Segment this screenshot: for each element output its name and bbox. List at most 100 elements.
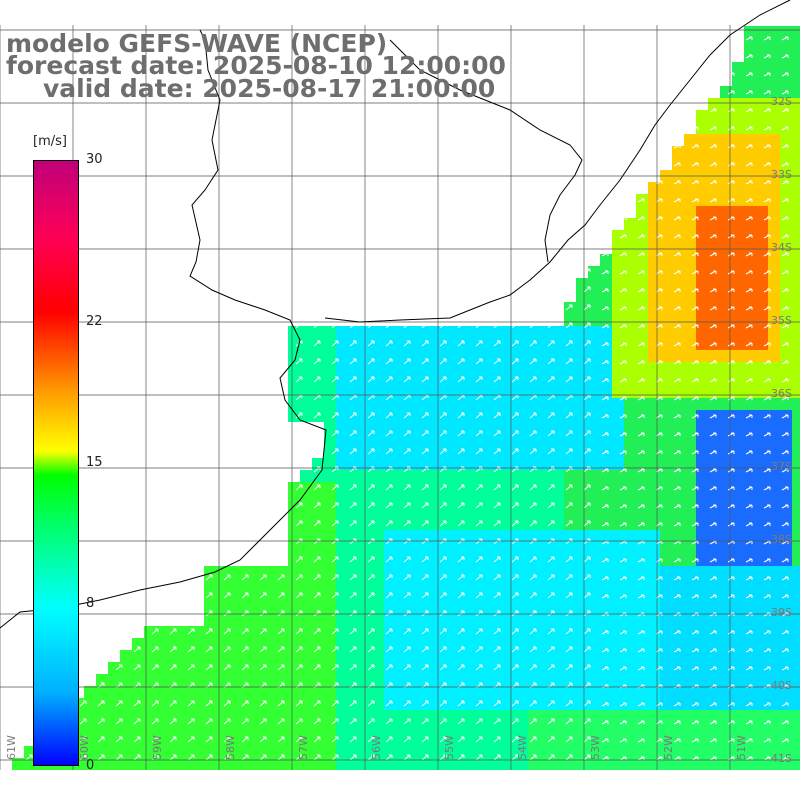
wind-cell <box>516 758 528 770</box>
wind-cell <box>732 62 744 74</box>
wind-cell <box>360 554 372 566</box>
wind-cell <box>768 194 780 206</box>
wind-arrow <box>691 756 699 761</box>
wind-arrow <box>385 376 393 383</box>
wind-cell <box>660 398 672 410</box>
wind-arrow <box>763 612 771 617</box>
wind-cell <box>492 758 504 770</box>
wind-cell <box>336 626 348 638</box>
wind-cell <box>684 638 696 650</box>
wind-arrow <box>727 558 735 563</box>
wind-cell <box>696 602 708 614</box>
wind-cell <box>720 110 732 122</box>
wind-cell <box>372 350 384 362</box>
wind-cell <box>720 530 732 542</box>
wind-cell <box>756 74 768 86</box>
wind-arrow <box>763 108 771 113</box>
wind-cell <box>360 614 372 626</box>
wind-arrow <box>727 198 735 203</box>
wind-cell <box>672 602 684 614</box>
wind-cell <box>312 602 324 614</box>
wind-arrow <box>619 612 627 617</box>
wind-arrow <box>619 738 627 743</box>
wind-cell <box>672 650 684 662</box>
wind-cell <box>768 710 780 722</box>
wind-arrow <box>205 664 213 671</box>
wind-cell <box>792 722 800 734</box>
wind-cell <box>420 422 432 434</box>
wind-cell <box>420 362 432 374</box>
wind-cell <box>264 650 276 662</box>
wind-arrow <box>583 700 591 707</box>
wind-cell <box>576 350 588 362</box>
wind-cell <box>720 374 732 386</box>
wind-cell <box>636 722 648 734</box>
wind-cell <box>588 482 600 494</box>
wind-cell <box>516 422 528 434</box>
wind-cell <box>672 686 684 698</box>
wind-cell <box>156 734 168 746</box>
wind-cell <box>588 314 600 326</box>
wind-arrow <box>151 754 159 761</box>
wind-cell <box>768 350 780 362</box>
wind-arrow <box>781 324 789 329</box>
wind-cell <box>264 578 276 590</box>
wind-cell <box>744 458 756 470</box>
wind-cell <box>756 566 768 578</box>
wind-arrow <box>763 198 771 203</box>
wind-cell <box>708 398 720 410</box>
wind-cell <box>540 674 552 686</box>
wind-cell <box>732 458 744 470</box>
wind-cell <box>456 494 468 506</box>
wind-cell <box>792 662 800 674</box>
wind-cell <box>576 314 588 326</box>
wind-cell <box>480 614 492 626</box>
wind-cell <box>456 602 468 614</box>
wind-arrow <box>745 594 753 599</box>
wind-cell <box>564 674 576 686</box>
wind-cell <box>492 674 504 686</box>
wind-cell <box>492 746 504 758</box>
wind-cell <box>324 434 336 446</box>
wind-cell <box>480 722 492 734</box>
wind-cell <box>444 326 456 338</box>
wind-cell <box>552 434 564 446</box>
wind-cell <box>444 590 456 602</box>
wind-cell <box>792 686 800 698</box>
wind-arrow <box>313 376 321 383</box>
wind-arrow <box>529 700 537 707</box>
wind-cell <box>780 746 792 758</box>
wind-cell <box>516 614 528 626</box>
wind-cell <box>612 326 624 338</box>
wind-arrow <box>763 702 771 707</box>
wind-arrow <box>259 754 267 761</box>
wind-cell <box>156 758 168 770</box>
wind-cell <box>612 674 624 686</box>
wind-cell <box>120 758 132 770</box>
wind-arrow <box>331 574 339 581</box>
wind-cell <box>480 458 492 470</box>
wind-cell <box>456 434 468 446</box>
wind-arrow <box>403 412 411 419</box>
wind-cell <box>288 338 300 350</box>
wind-cell <box>696 626 708 638</box>
wind-arrow <box>691 666 699 671</box>
wind-cell <box>420 710 432 722</box>
wind-arrow <box>601 702 609 707</box>
wind-cell <box>780 422 792 434</box>
wind-cell <box>564 578 576 590</box>
wind-arrow <box>403 736 411 743</box>
wind-arrow <box>583 538 591 545</box>
wind-arrow <box>763 306 771 311</box>
wind-cell <box>216 638 228 650</box>
wind-arrow <box>115 700 123 707</box>
wind-arrow <box>763 36 771 41</box>
wind-cell <box>264 686 276 698</box>
wind-arrow <box>313 664 321 671</box>
wind-cell <box>612 434 624 446</box>
wind-cell <box>732 554 744 566</box>
wind-arrow <box>421 574 429 581</box>
wind-cell <box>708 470 720 482</box>
wind-arrow <box>439 628 447 635</box>
wind-cell <box>132 698 144 710</box>
